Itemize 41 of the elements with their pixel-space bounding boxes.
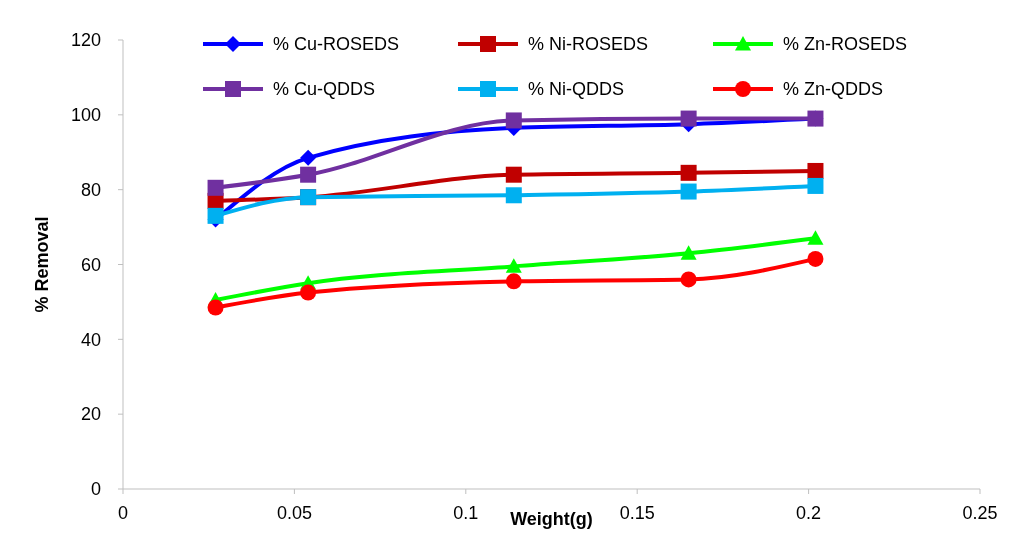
point: [807, 162, 824, 179]
point: [207, 299, 224, 316]
x-tick-label: 0.15: [619, 503, 655, 523]
legend-label: % Zn-ROSEDS: [783, 34, 908, 55]
y-tick-label: 100: [70, 105, 101, 126]
y-tick-label: 40: [80, 329, 101, 350]
point: [505, 166, 522, 183]
legend-label: % Ni-ROSEDS: [528, 34, 649, 55]
y-tick-label: 20: [80, 404, 101, 425]
y-tick-label: 80: [80, 179, 101, 200]
x-tick-label: 0.25: [962, 503, 998, 523]
y-tick-label: 60: [80, 254, 101, 275]
point: [680, 183, 697, 200]
x-tick-label: 0.05: [276, 503, 312, 523]
point: [680, 245, 697, 260]
point: [505, 112, 522, 129]
point: [300, 149, 317, 166]
y-tick-label: 120: [70, 30, 101, 51]
point: [807, 250, 824, 267]
legend-label: % Cu-QDDS: [273, 79, 376, 100]
point: [505, 187, 522, 204]
point: [300, 284, 317, 301]
y-tick-label: 0: [90, 479, 101, 500]
x-tick-label: 0.2: [796, 503, 822, 523]
point: [207, 207, 224, 224]
legend-label: % Zn-QDDS: [783, 79, 884, 100]
point: [505, 273, 522, 290]
y-axis-title: % Removal: [32, 216, 52, 313]
point: [505, 258, 522, 273]
point: [807, 177, 824, 194]
legend-label: % Ni-QDDS: [528, 79, 625, 100]
point: [807, 230, 824, 245]
point: [207, 179, 224, 196]
legend-label: % Cu-ROSEDS: [273, 34, 400, 55]
point: [680, 164, 697, 181]
x-axis-title: Weight(g): [510, 509, 593, 529]
point: [300, 166, 317, 183]
x-tick-label: 0.1: [453, 503, 479, 523]
x-tick-label: 0: [117, 503, 129, 523]
point: [680, 110, 697, 127]
point: [680, 271, 697, 288]
